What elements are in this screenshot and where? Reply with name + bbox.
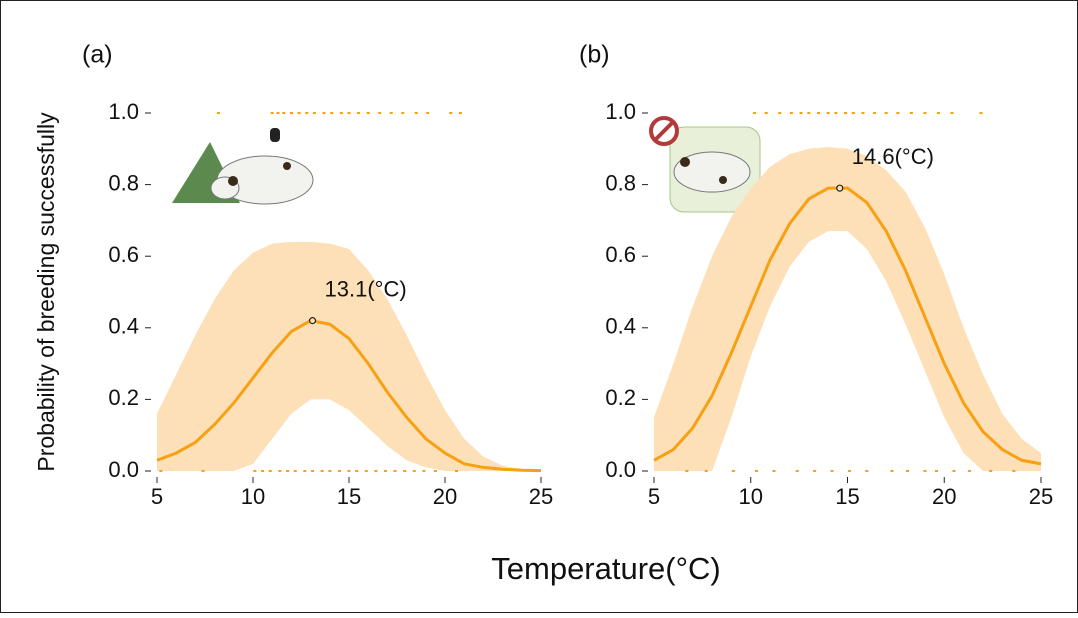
y-tick-label: 0.6 bbox=[108, 242, 139, 267]
y-tick-label: 0.8 bbox=[108, 170, 139, 195]
y-tick-label: 0.0 bbox=[108, 457, 139, 482]
peak-point bbox=[308, 317, 317, 325]
y-tick-label: 0.2 bbox=[108, 385, 139, 410]
y-tick-label: 0.8 bbox=[605, 170, 636, 195]
y-tick-label: 1.0 bbox=[605, 99, 636, 124]
x-tick-label: 25 bbox=[529, 484, 553, 509]
confidence-band bbox=[157, 241, 541, 471]
x-tick-label: 25 bbox=[1029, 484, 1053, 509]
panel-label: (a) bbox=[82, 41, 113, 69]
y-tick-label: 1.0 bbox=[108, 99, 139, 124]
x-tick-label: 10 bbox=[739, 484, 763, 509]
fitted-line bbox=[653, 186, 1042, 466]
x-tick-label: 10 bbox=[241, 484, 265, 509]
illustration-a bbox=[172, 128, 314, 205]
panel-label: (b) bbox=[579, 41, 610, 69]
x-tick-label: 15 bbox=[835, 484, 859, 509]
y-tick-label: 0.2 bbox=[605, 385, 636, 410]
y-tick-label: 0.6 bbox=[605, 242, 636, 267]
y-tick-label: 0.4 bbox=[605, 314, 636, 339]
x-tick-label: 15 bbox=[337, 484, 361, 509]
x-tick-label: 20 bbox=[433, 484, 457, 509]
confidence-band bbox=[654, 147, 1041, 471]
x-tick-label: 20 bbox=[932, 484, 956, 509]
peak-point bbox=[836, 184, 844, 192]
y-tick-label: 0.0 bbox=[605, 457, 636, 482]
x-axis-label: Temperature(°C) bbox=[491, 551, 720, 586]
illustration-b bbox=[649, 116, 761, 213]
y-tick-label: 0.4 bbox=[108, 314, 139, 339]
peak-label: 13.1(°C) bbox=[325, 276, 407, 301]
x-tick-label: 5 bbox=[648, 484, 660, 509]
peak-label: 14.6(°C) bbox=[852, 144, 934, 169]
fitted-line bbox=[156, 319, 542, 473]
x-tick-label: 5 bbox=[151, 484, 163, 509]
y-axis-label: Probability of breeding successfully bbox=[33, 112, 59, 472]
